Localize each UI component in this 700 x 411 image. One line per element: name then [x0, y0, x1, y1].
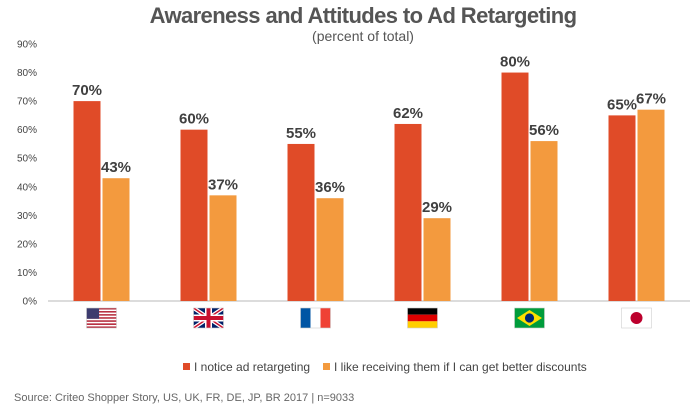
- data-label: 56%: [529, 122, 559, 139]
- data-label: 60%: [179, 111, 209, 128]
- chart-subtitle: (percent of total): [312, 28, 414, 44]
- y-tick-label: 0%: [23, 297, 38, 308]
- uk-flag-icon: [193, 307, 224, 329]
- bar-like-de: [423, 218, 451, 301]
- legend: I notice ad retargeting I like receiving …: [183, 360, 587, 374]
- legend-label: I notice ad retargeting: [194, 360, 310, 374]
- bar-group-jp: 65%67%: [607, 91, 666, 301]
- source-note: Source: Criteo Shopper Story, US, UK, FR…: [14, 392, 354, 404]
- bar-notice-us: [73, 101, 101, 301]
- bar-notice-uk: [180, 129, 208, 301]
- bar-group-us: 70% 43%: [72, 82, 131, 301]
- bar-like-fr: [316, 198, 344, 301]
- y-tick-label: 10%: [17, 268, 37, 279]
- legend-label: I like receiving them if I can get bette…: [334, 360, 587, 374]
- chart-title: Awareness and Attitudes to Ad Retargetin…: [150, 3, 577, 28]
- data-label: 36%: [315, 179, 345, 196]
- brazil-flag-icon: [514, 307, 545, 329]
- bar-group-br: 80% 56%: [500, 54, 559, 301]
- data-label: 37%: [208, 176, 238, 193]
- bar-notice-fr: [287, 143, 315, 301]
- data-label: 55%: [286, 125, 316, 142]
- y-tick-label: 30%: [17, 211, 37, 222]
- bar-like-us: [102, 178, 130, 301]
- bar-notice-de: [394, 123, 422, 301]
- bar-notice-jp: [608, 115, 636, 301]
- data-label: 29%: [422, 199, 452, 216]
- y-tick-label: 20%: [17, 239, 37, 250]
- data-label: 65%: [607, 96, 637, 113]
- bars: 70% 43% 60% 37% 55% 36% 62% 29% 80% 56% 65%67%: [72, 54, 666, 301]
- data-label: 70%: [72, 82, 102, 99]
- bar-like-br: [530, 141, 558, 301]
- bar-notice-br: [501, 72, 529, 301]
- data-label: 80%: [500, 54, 530, 71]
- legend-item-notice: I notice ad retargeting: [183, 360, 310, 374]
- bar-group-fr: 55% 36%: [286, 125, 345, 301]
- y-tick-label: 60%: [17, 125, 37, 136]
- legend-item-like: I like receiving them if I can get bette…: [323, 360, 587, 374]
- y-tick-label: 80%: [17, 68, 37, 79]
- y-tick-label: 40%: [17, 182, 37, 193]
- y-tick-label: 90%: [17, 40, 37, 51]
- legend-swatch: [183, 363, 190, 370]
- us-flag-icon: [86, 307, 117, 329]
- data-label: 62%: [393, 105, 423, 122]
- bar-like-uk: [209, 195, 237, 301]
- y-tick-label: 70%: [17, 97, 37, 108]
- bar-group-uk: 60% 37%: [179, 111, 238, 301]
- category-flags: [86, 307, 652, 329]
- y-tick-label: 50%: [17, 154, 37, 165]
- france-flag-icon: [300, 307, 331, 329]
- y-axis: 0% 10% 20% 30% 40% 50% 60% 70% 80% 90%: [17, 40, 690, 308]
- japan-flag-icon: [621, 307, 652, 329]
- data-label: 67%: [636, 91, 666, 108]
- bar-like-jp: [637, 109, 665, 301]
- data-label: 43%: [101, 159, 131, 176]
- germany-flag-icon: [407, 307, 438, 329]
- legend-swatch: [323, 363, 330, 370]
- bar-group-de: 62% 29%: [393, 105, 452, 301]
